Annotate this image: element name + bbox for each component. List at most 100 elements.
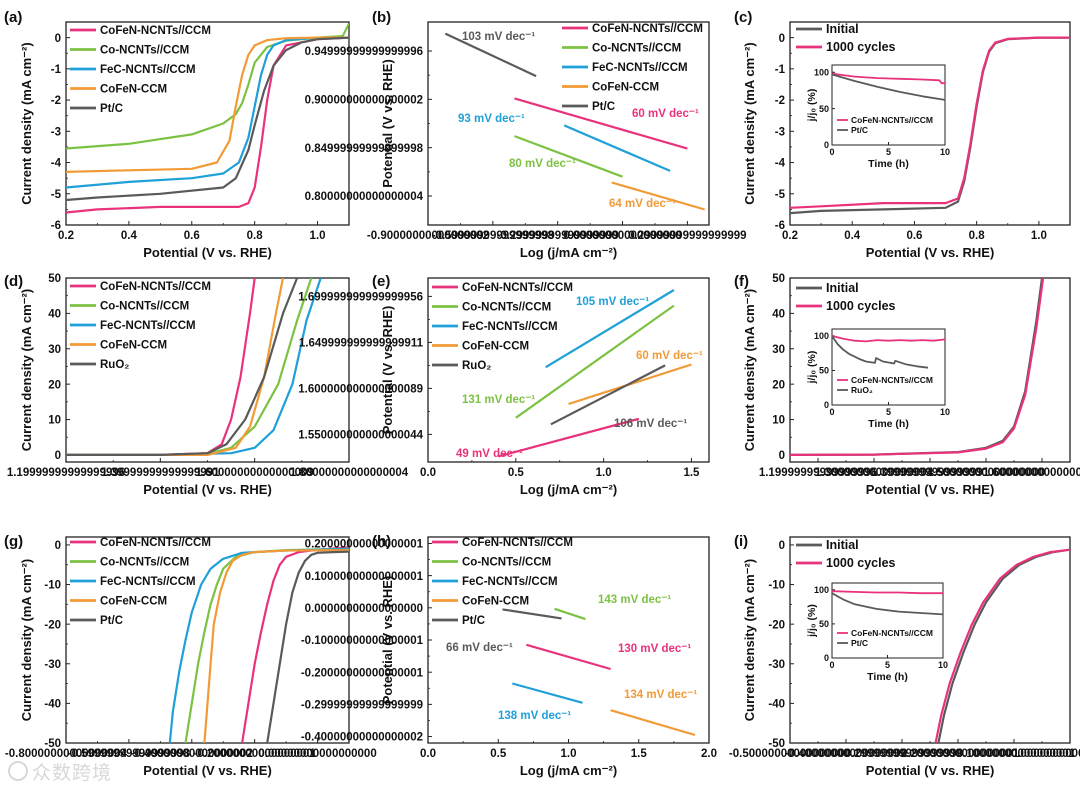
x-tick-label: 5 [886, 407, 891, 417]
y-tick-label: 10 [48, 415, 61, 427]
slope-annotation: 80 mV dec⁻¹ [509, 158, 576, 170]
inset-legend-label: CoFeN-NCNTs//CCM [851, 628, 933, 638]
inset-y-axis-title: j/j₀ (%) [806, 89, 818, 123]
slope-annotation: 49 mV dec⁻¹ [456, 448, 523, 460]
slope-annotation: 103 mV dec⁻¹ [462, 31, 535, 43]
y-tick-label: 0 [55, 33, 61, 45]
series-line-pt-c [66, 36, 349, 202]
y-axis-title: Potential (V vs. RHE) [380, 576, 395, 705]
x-tick-label: 0.5 [508, 467, 525, 479]
x-tick-label: 1.0 [561, 748, 577, 760]
series-line-cofen-ccm [610, 709, 696, 737]
x-tick-label: 10 [940, 147, 950, 157]
x-tick-label: 1.39999999999999991 [871, 467, 990, 479]
legend-label: RuO₂ [462, 360, 491, 372]
legend-label: 1000 cycles [826, 299, 896, 313]
y-tick-label: 100 [814, 585, 829, 595]
y-tick-label: 1.600000000000000089 [298, 384, 423, 396]
y-tick-label: -5 [51, 189, 62, 201]
legend-label: Co-NCNTs//CCM [100, 45, 189, 57]
y-tick-label: 50 [819, 366, 829, 376]
y-tick-label: 50 [48, 273, 61, 285]
y-tick-label: 0.10000000000000001 [305, 571, 424, 583]
inset-x-axis-title: Time (h) [868, 418, 909, 430]
y-tick-label: -0.20000000000000001 [301, 667, 424, 679]
legend-label: CoFeN-NCNTs//CCM [462, 537, 573, 549]
x-tick-label: 2.0 [701, 748, 717, 760]
plot-frame [831, 64, 946, 146]
panel-label: (c) [734, 9, 752, 26]
y-tick-label: 20 [48, 379, 61, 391]
panel-6: -0.80000000000000004-0.59999999999999998… [4, 533, 377, 778]
x-axis-title: Log (j/mA cm⁻²) [520, 245, 617, 260]
slope-annotation: 105 mV dec⁻¹ [576, 296, 649, 308]
y-tick-label: 0 [55, 540, 61, 552]
inset-legend-label: Pt/C [851, 638, 868, 648]
plot-frame [427, 21, 710, 226]
x-tick-label: 1.60000000000000009 [983, 467, 1080, 479]
legend-label: CoFeN-CCM [100, 340, 167, 352]
slope-annotation: 131 mV dec⁻¹ [462, 394, 535, 406]
series-line-ruo- [66, 278, 299, 456]
x-tick-label: -0.29999999999999999 [841, 748, 963, 760]
y-tick-label: -4 [775, 158, 786, 170]
y-tick-label: 20 [772, 379, 785, 391]
y-tick-label: 0 [824, 653, 829, 663]
y-tick-label: 0.20000000000000001 [305, 539, 424, 551]
y-tick-label: 50 [772, 273, 785, 285]
x-tick-label: 1.0 [1031, 230, 1047, 242]
inset-legend-label: RuO₂ [851, 385, 873, 395]
inset-x-axis-title: Time (h) [867, 671, 908, 683]
y-tick-label: -40 [44, 699, 61, 711]
y-tick-label: -3 [51, 126, 61, 138]
inset-x-axis-title: Time (h) [868, 158, 909, 170]
x-tick-label: 1.80000000000000004 [290, 467, 409, 479]
x-axis-title: Potential (V vs. RHE) [866, 482, 995, 497]
x-tick-label: 0.8 [969, 230, 986, 242]
y-tick-label: -0.10000000000000001 [301, 635, 424, 647]
series-line-ruo- [832, 335, 929, 369]
x-tick-label: 0 [829, 147, 834, 157]
x-axis-title: Potential (V vs. RHE) [143, 763, 272, 778]
legend-label: Pt/C [100, 103, 123, 115]
slope-annotation: 60 mV dec⁻¹ [632, 108, 699, 120]
y-tick-label: -6 [51, 220, 61, 232]
x-tick-label: 10 [938, 660, 948, 670]
x-tick-label: 1.5 [631, 748, 648, 760]
x-tick-label: -0.50000000000000000 [729, 748, 851, 760]
panel-0: 0.2 0.4 0.6 0.8 1.0 -6 -5 -4 -3 -2 -1 0 Potential (V… [4, 9, 350, 260]
x-tick-label: 1.0 [596, 467, 612, 479]
legend-label: FeC-NCNTs//CCM [100, 576, 196, 588]
y-tick-label: 0 [55, 450, 61, 462]
x-tick-label: 1.19999999999999996 [759, 467, 877, 479]
series-line-pt-c [502, 608, 562, 620]
legend-label: CoFeN-CCM [462, 341, 529, 353]
x-tick-label: -0.40000000000000002 [131, 748, 253, 760]
x-tick-label: 0.4 [121, 230, 138, 242]
y-tick-label: -30 [768, 659, 785, 671]
x-axis-title: Potential (V vs. RHE) [866, 763, 995, 778]
x-tick-label: -0.80000000000000004 [5, 748, 128, 760]
legend-label: CoFeN-NCNTs//CCM [100, 537, 211, 549]
inset-y-axis-title: j/j₀ (%) [806, 351, 818, 385]
x-tick-label: 0.00000000000000000 [258, 748, 376, 760]
series-line-ruo- [550, 364, 666, 426]
series-line-cofen-ccm [203, 549, 349, 743]
x-tick-label: -0.10000000000000001 [953, 748, 1076, 760]
series-line-pt-c [832, 73, 945, 101]
legend-label: CoFeN-CCM [100, 596, 167, 608]
legend-label: CoFeN-NCNTs//CCM [462, 282, 573, 294]
y-tick-label: -2 [775, 95, 785, 107]
y-tick-label: -30 [44, 659, 61, 671]
series-line-cofen-ncnts-ccm [832, 335, 945, 343]
y-tick-label: 0 [824, 400, 829, 410]
series-line-1000-cycles [790, 278, 1045, 456]
x-tick-label: 0.00000000000000000 [1011, 748, 1080, 760]
y-axis-title: Current density (mA cm⁻²) [742, 42, 757, 204]
x-tick-label: -0.40000000000000002 [785, 748, 907, 760]
y-tick-label: 0.00000000000000000 [305, 603, 423, 615]
legend-label: Co-NCNTs//CCM [592, 43, 681, 55]
legend-label: CoFeN-CCM [462, 596, 529, 608]
